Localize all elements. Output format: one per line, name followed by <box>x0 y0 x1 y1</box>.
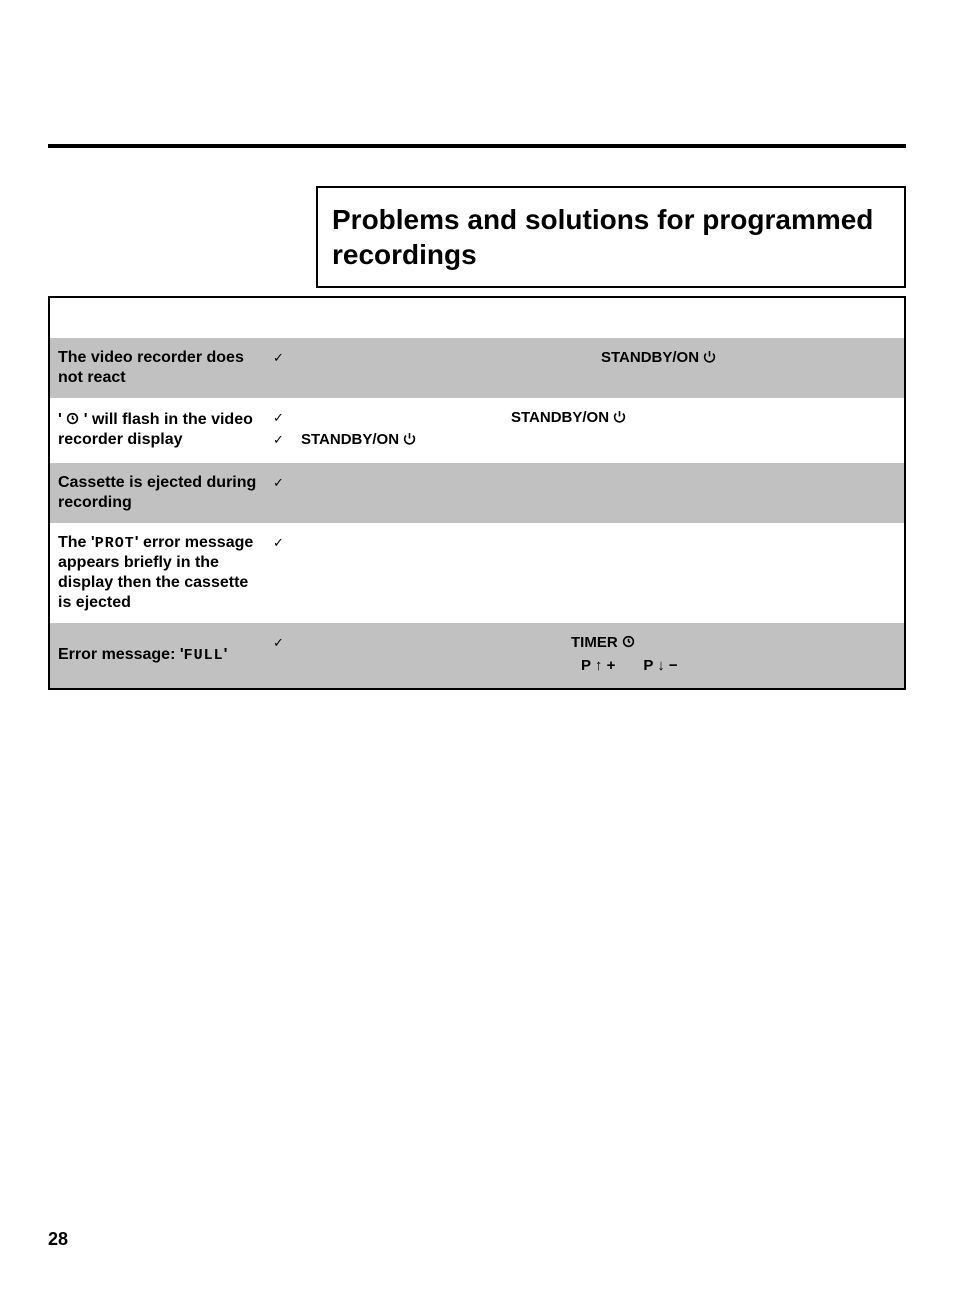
table-row: The video recorder does not react✓ STANDB… <box>50 338 904 398</box>
solution-line: ✓ <box>273 533 892 553</box>
check-icon: ✓ <box>273 473 301 492</box>
solution-text: STANDBY/ON <box>301 408 892 428</box>
solution-text: P ↑ + P ↓ − <box>301 656 892 676</box>
section-title-box: Problems and solutions for programmed re… <box>316 186 906 288</box>
section-title: Problems and solutions for programmed re… <box>332 204 873 270</box>
solution-text: STANDBY/ON <box>301 348 892 368</box>
problem-cell: Cassette is ejected during recording <box>50 463 273 523</box>
solution-text: TIMER <box>301 633 892 653</box>
solution-cell: ✓ STANDBY/ON <box>273 338 904 398</box>
solution-cell: ✓STANDBY/ON ✓STANDBY/ON <box>273 398 904 463</box>
power-icon <box>703 350 716 363</box>
solution-line: ✓ TIMER <box>273 633 892 653</box>
problem-cell: The video recorder does not react <box>50 338 273 398</box>
troubleshooting-table: The video recorder does not react✓STANDB… <box>50 298 904 688</box>
p-down-button-label: P ↓ − <box>643 657 677 674</box>
solution-line: P ↑ + P ↓ − <box>273 656 892 676</box>
problem-cell: ' ' will flash in the video recorder dis… <box>50 398 273 463</box>
power-icon <box>403 432 416 445</box>
check-icon: ✓ <box>273 633 301 652</box>
table-row: ' ' will flash in the video recorder dis… <box>50 398 904 463</box>
solution-cell: ✓ TIMER P ↑ + P ↓ − <box>273 623 904 688</box>
table-row: Error message: 'FULL'✓ TIMER P ↑ + P ↓ − <box>50 623 904 688</box>
button-label: STANDBY/ON <box>301 431 416 448</box>
clock-icon <box>66 412 79 425</box>
table-row: Cassette is ejected during recording✓ <box>50 463 904 523</box>
table-row: The 'PROT' error message appears briefly… <box>50 523 904 624</box>
solution-text: STANDBY/ON <box>301 430 892 450</box>
problem-cell: The 'PROT' error message appears briefly… <box>50 523 273 624</box>
solution-line: ✓ STANDBY/ON <box>273 348 892 368</box>
table-header-spacer <box>50 298 904 338</box>
solution-line: ✓ <box>273 473 892 493</box>
page-number: 28 <box>48 1229 68 1250</box>
solution-cell: ✓ <box>273 463 904 523</box>
solution-cell: ✓ <box>273 523 904 624</box>
check-icon: ✓ <box>273 408 301 427</box>
button-label: STANDBY/ON <box>601 349 716 366</box>
solution-line: ✓ STANDBY/ON <box>273 408 892 428</box>
clock-icon <box>622 635 635 648</box>
button-label: STANDBY/ON <box>511 409 626 426</box>
solution-text <box>301 533 892 553</box>
solution-text <box>301 473 892 493</box>
top-rule <box>48 144 906 148</box>
solution-line: ✓STANDBY/ON <box>273 430 892 450</box>
check-icon: ✓ <box>273 430 301 449</box>
power-icon <box>613 410 626 423</box>
check-icon: ✓ <box>273 533 301 552</box>
troubleshooting-table-wrap: The video recorder does not react✓STANDB… <box>48 296 906 690</box>
button-label: TIMER <box>571 634 635 651</box>
check-icon <box>273 656 301 657</box>
check-icon: ✓ <box>273 348 301 367</box>
problem-cell: Error message: 'FULL' <box>50 623 273 688</box>
p-up-button-label: P ↑ + <box>581 657 615 674</box>
